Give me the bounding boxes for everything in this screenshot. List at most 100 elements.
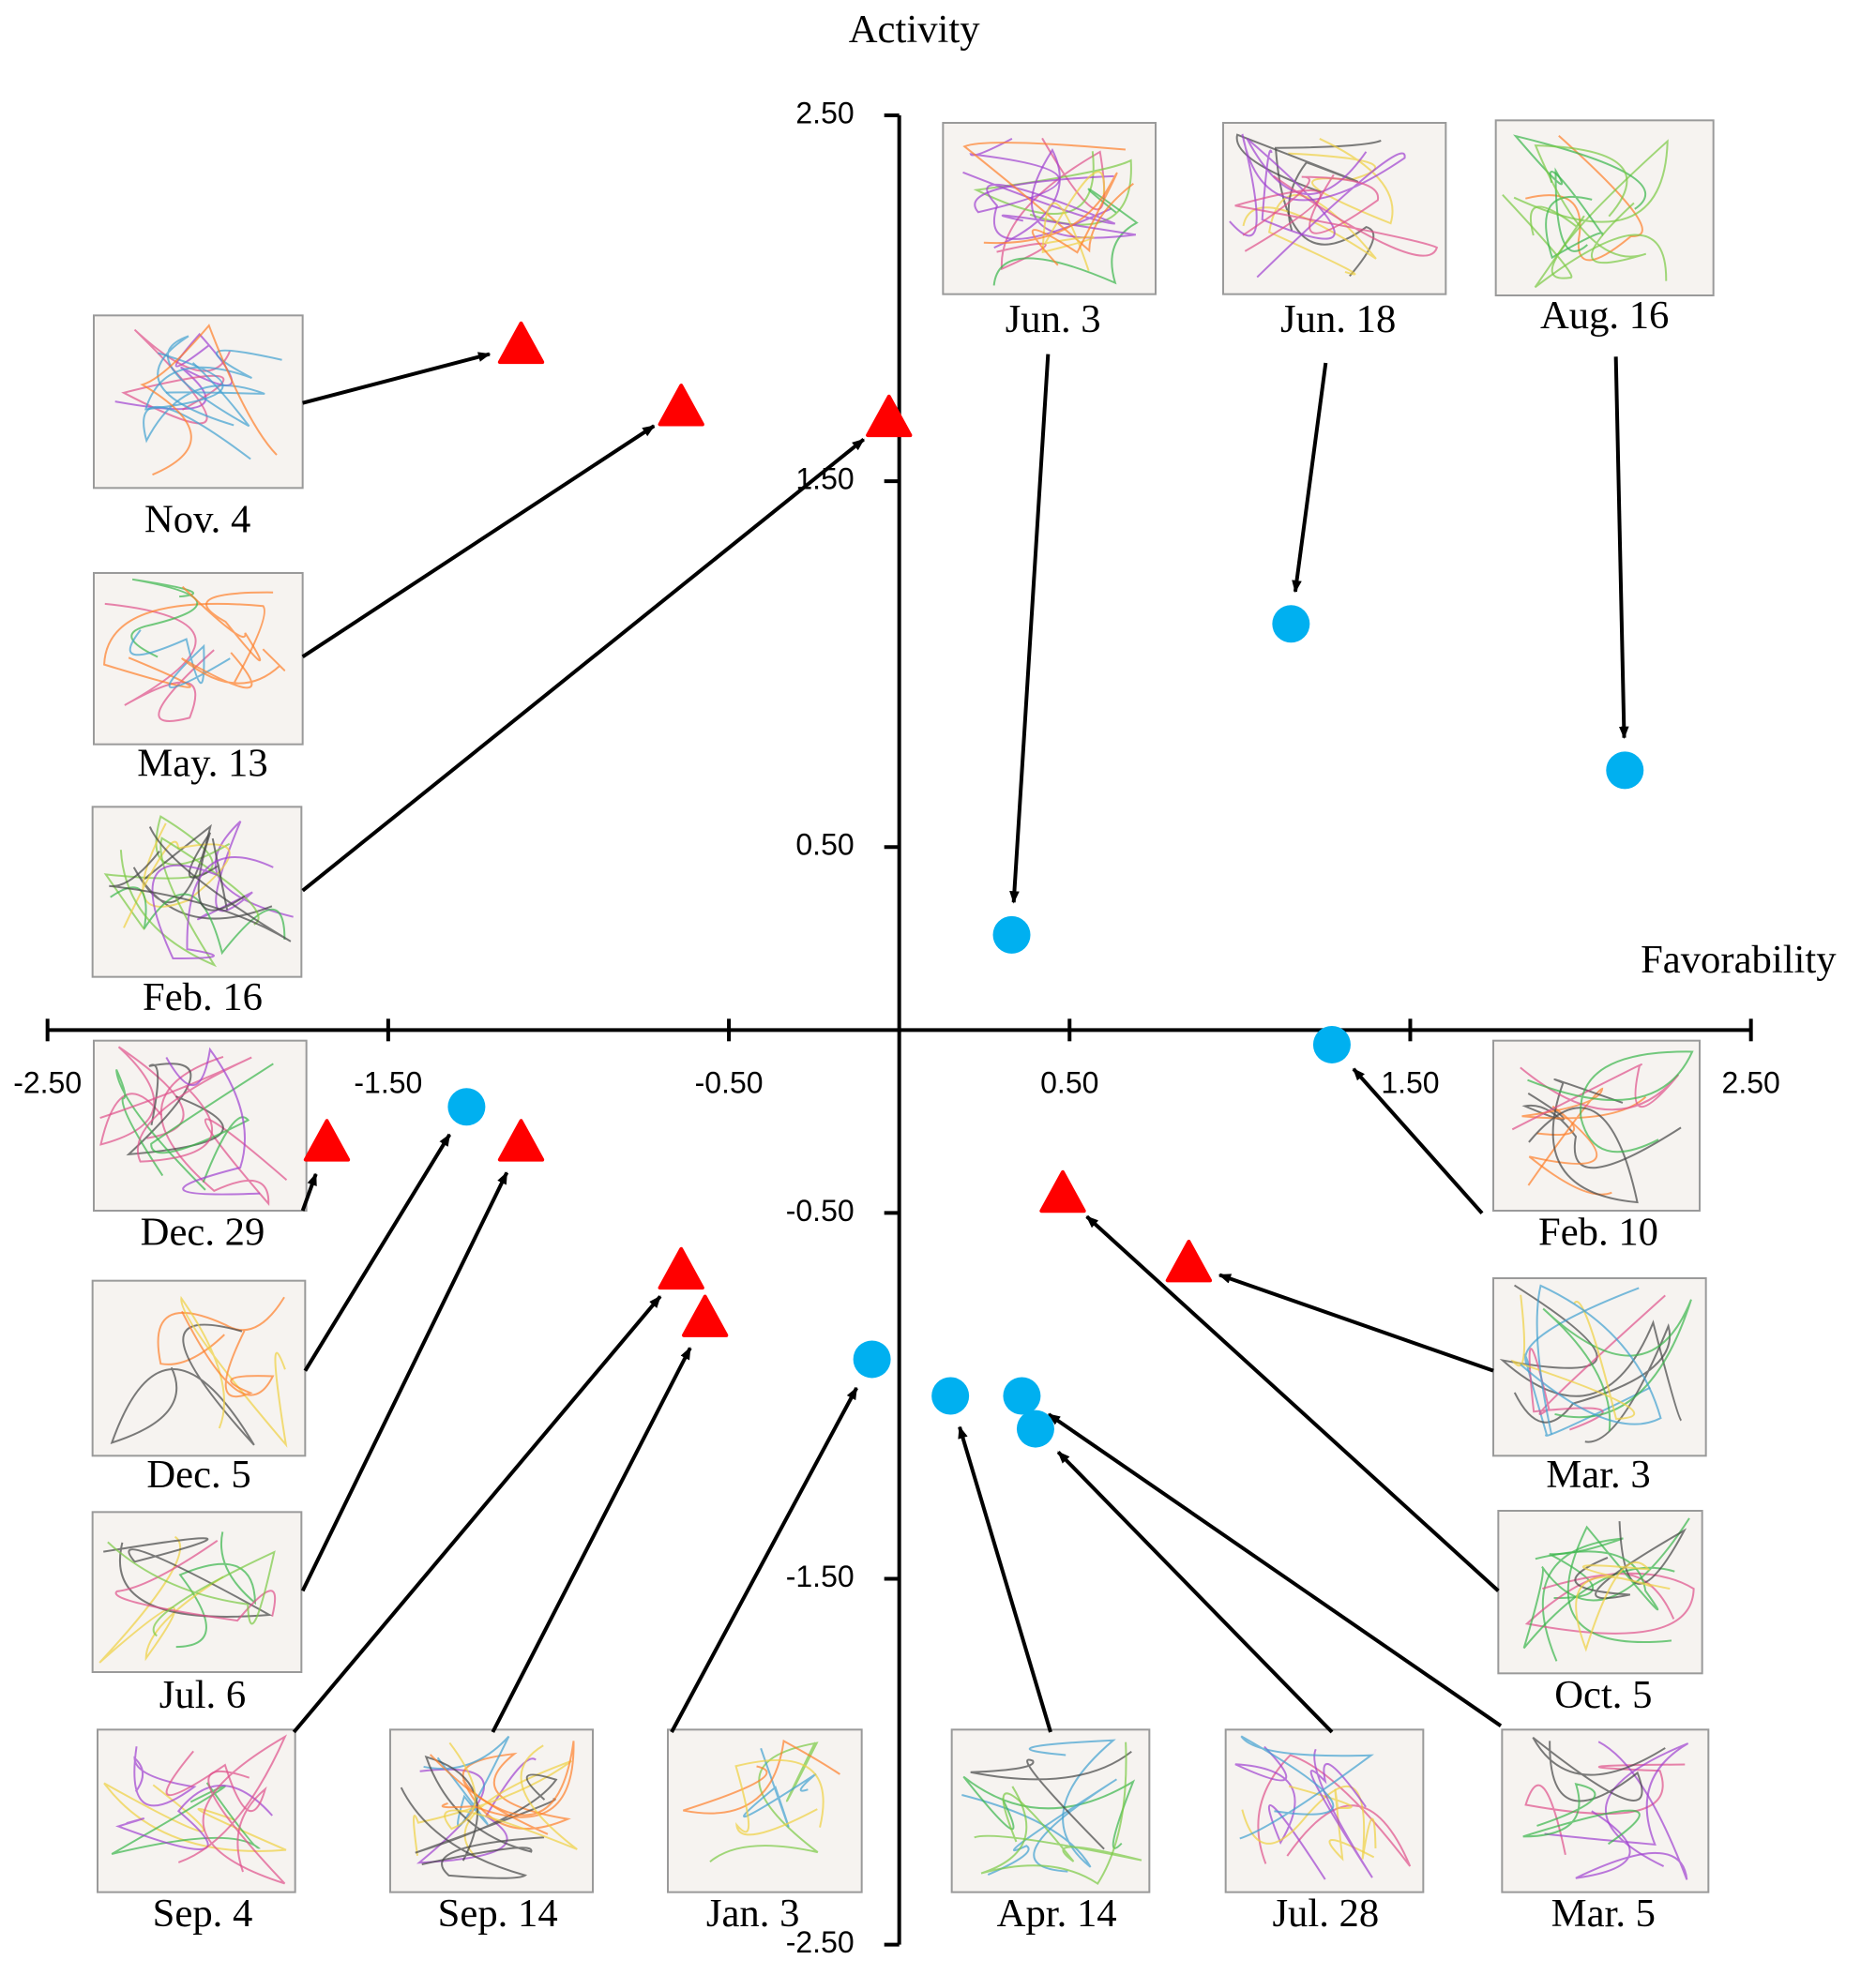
arrow <box>1047 1412 1503 1727</box>
scribble <box>974 1792 1142 1862</box>
scribble <box>140 324 278 476</box>
point <box>931 1377 970 1415</box>
arrow <box>300 1171 509 1592</box>
thumbnail <box>1492 1276 1707 1457</box>
arrow <box>301 424 656 659</box>
thumbnail-frame <box>1492 1039 1701 1212</box>
scribble <box>129 629 231 688</box>
point-label: Jun. 3 <box>1006 297 1101 341</box>
point <box>853 1340 891 1379</box>
scribble <box>110 1323 255 1446</box>
scribble <box>683 1739 840 1815</box>
scribble <box>1528 1105 1612 1196</box>
thumbnail <box>942 122 1157 295</box>
scribble <box>1288 1785 1375 1862</box>
thumbnail <box>1497 1509 1703 1675</box>
x-tick-label: 1.50 <box>1381 1065 1439 1099</box>
thumbnail <box>92 1039 308 1212</box>
arrow <box>670 1386 858 1733</box>
point <box>1003 1377 1041 1415</box>
point <box>866 394 913 438</box>
scribble <box>1510 1294 1636 1420</box>
point <box>497 321 545 365</box>
scribble <box>1527 1050 1694 1153</box>
scribble <box>987 1778 1117 1877</box>
scribble <box>983 172 1118 266</box>
scribble <box>177 1734 288 1885</box>
scribble <box>961 1739 1116 1868</box>
point-label: Jun. 18 <box>1280 297 1396 341</box>
point-label: Mar. 5 <box>1551 1892 1656 1936</box>
scribble <box>107 1541 276 1637</box>
scribble <box>1544 1742 1689 1867</box>
arrow <box>302 352 492 405</box>
scribble <box>980 1741 1127 1885</box>
scribble <box>1242 194 1377 276</box>
arrow <box>1352 1067 1484 1214</box>
scribble <box>734 1758 825 1836</box>
scribble <box>1242 173 1380 236</box>
point <box>1272 605 1310 643</box>
point-label: Jul. 6 <box>159 1673 246 1717</box>
thumbnail-frame <box>389 1728 594 1893</box>
thumbnail <box>1494 119 1715 296</box>
scribble <box>115 1069 206 1191</box>
markers <box>303 321 1644 1448</box>
scribble <box>157 1296 285 1365</box>
x-tick-label: -0.50 <box>695 1065 764 1099</box>
point-label: Oct. 5 <box>1554 1673 1652 1717</box>
point-label: Jul. 28 <box>1272 1892 1379 1936</box>
point <box>1606 751 1644 790</box>
arrow <box>1085 1214 1500 1592</box>
scribble <box>99 1056 252 1163</box>
scribble <box>970 1750 1132 1850</box>
scribble <box>1542 1299 1692 1432</box>
scribble <box>1502 139 1669 279</box>
scribble <box>181 648 286 689</box>
scribble <box>400 1787 545 1879</box>
y-tick-label: 2.50 <box>795 96 854 129</box>
scribble <box>157 335 250 428</box>
thumbnail <box>950 1728 1151 1893</box>
point <box>497 1119 545 1162</box>
scribble <box>181 1310 275 1398</box>
thumbnail <box>1221 122 1447 295</box>
point-label: Dec. 29 <box>141 1210 265 1254</box>
scribble <box>962 142 1134 253</box>
scribble <box>181 585 274 662</box>
scribble <box>111 1782 261 1855</box>
point <box>447 1088 486 1126</box>
scribble <box>110 886 286 956</box>
scribble <box>461 1752 571 1835</box>
point <box>1016 1410 1054 1448</box>
scribble <box>416 1757 537 1864</box>
scribble <box>180 1295 288 1448</box>
point-label: Aug. 16 <box>1540 294 1669 338</box>
point-label: Sep. 4 <box>153 1892 253 1936</box>
scribble <box>1246 137 1368 240</box>
scribble <box>119 837 260 968</box>
scribble <box>1575 1561 1671 1652</box>
arrow <box>958 1425 1052 1733</box>
point-label: Jan. 3 <box>706 1892 800 1936</box>
scribble <box>962 171 1116 240</box>
point <box>303 1119 351 1162</box>
arrow <box>1009 354 1051 904</box>
scribble <box>1529 205 1668 289</box>
scribble <box>444 1741 578 1850</box>
point <box>658 1246 704 1290</box>
x-axis-label: Favorability <box>1641 938 1837 982</box>
y-tick-label: -2.50 <box>786 1925 855 1959</box>
thumbnail-frame <box>1224 1728 1425 1893</box>
thumbnail <box>91 1511 303 1673</box>
arrow <box>491 1347 692 1733</box>
y-tick-label: -1.50 <box>786 1560 855 1593</box>
thumbnail-frame <box>96 1728 296 1893</box>
point <box>992 915 1031 954</box>
point-label: Feb. 10 <box>1538 1210 1658 1254</box>
scribble <box>709 1741 819 1863</box>
scribble <box>121 328 231 425</box>
thumbnail <box>96 1728 296 1893</box>
x-tick-label: -1.50 <box>354 1065 422 1099</box>
